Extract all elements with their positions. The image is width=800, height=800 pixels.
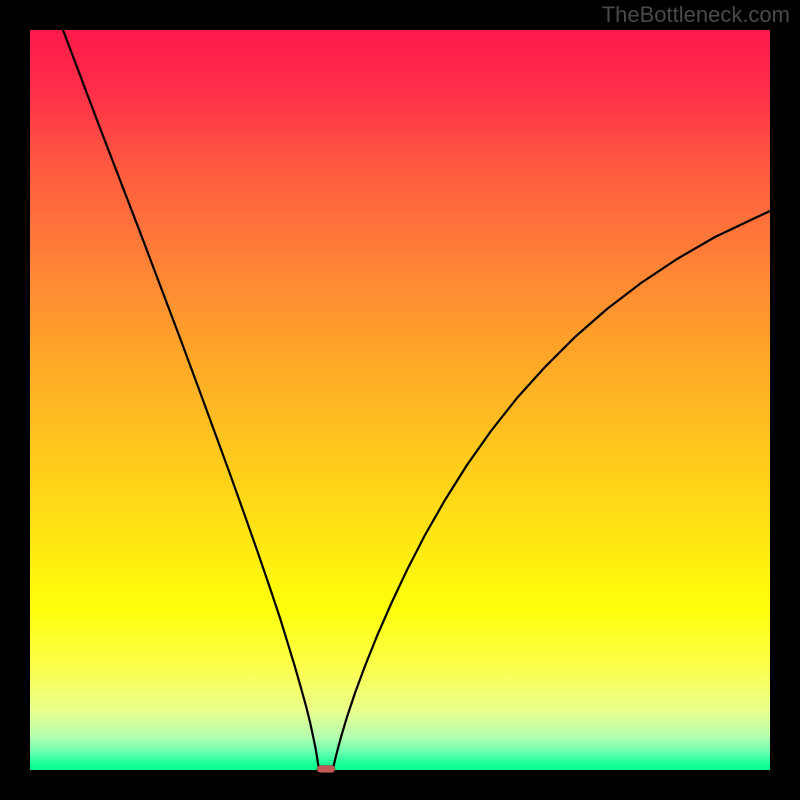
watermark-text: TheBottleneck.com — [602, 2, 790, 27]
chart-plot-bg — [30, 30, 770, 770]
bottleneck-chart: TheBottleneck.com — [0, 0, 800, 800]
min-marker — [317, 766, 335, 773]
chart-svg: TheBottleneck.com — [0, 0, 800, 800]
